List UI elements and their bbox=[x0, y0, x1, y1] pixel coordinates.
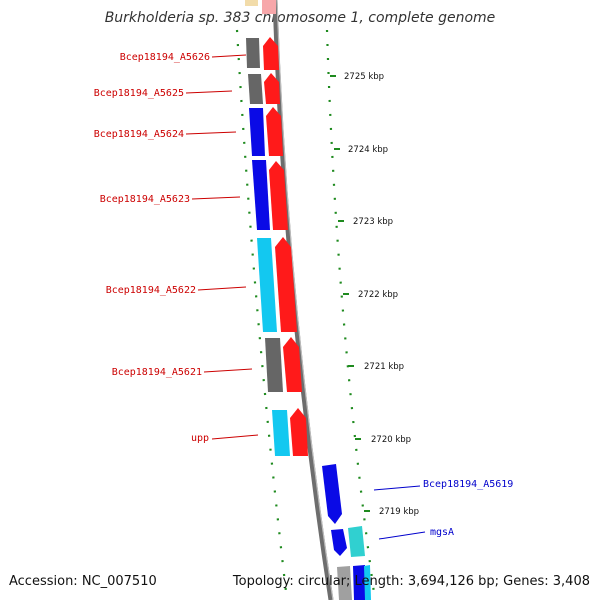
scale-tick: 2724 kbp bbox=[334, 145, 388, 155]
gene-A5623-arrow bbox=[269, 161, 288, 230]
accession-text: Accession: NC_007510 bbox=[9, 574, 157, 589]
gene-label[interactable]: Bcep18194_A5622 bbox=[106, 285, 247, 296]
gene-label-text: Bcep18194_A5623 bbox=[100, 194, 190, 205]
gene-label[interactable]: Bcep18194_A5624 bbox=[94, 129, 237, 140]
gene-mgsA-blue bbox=[331, 529, 347, 556]
scale-tick: 2722 kbp bbox=[343, 290, 398, 300]
gene-label-text: Bcep18194_A5624 bbox=[94, 129, 184, 140]
gene-label-text: Bcep18194_A5625 bbox=[94, 88, 184, 99]
gene-A5624-forward bbox=[249, 108, 265, 156]
gene-label[interactable]: upp bbox=[191, 433, 259, 444]
gene-label[interactable]: Bcep18194_A5625 bbox=[94, 88, 233, 99]
gene-A5619 bbox=[322, 464, 342, 524]
gene-label-text: Bcep18194_A5621 bbox=[112, 367, 202, 378]
gene-A5621-arrow bbox=[283, 337, 302, 392]
scale-tick-label: 2723 kbp bbox=[353, 217, 393, 227]
scale-tick: 2720 kbp bbox=[355, 435, 411, 445]
summary-text: Topology: circular; Length: 3,694,126 bp… bbox=[232, 574, 590, 589]
gene-A5624-arrow bbox=[266, 107, 283, 156]
gene-A5623-forward bbox=[252, 160, 270, 230]
gene-A5626-arrow bbox=[263, 37, 279, 70]
gene-label-text: upp bbox=[191, 433, 209, 444]
scale-tick-label: 2719 kbp bbox=[379, 507, 419, 517]
gene-A5621-forward bbox=[265, 338, 283, 392]
gene-bottom-cyan bbox=[364, 565, 371, 600]
scale-tick-label: 2724 kbp bbox=[348, 145, 388, 155]
gene-A5626-forward bbox=[246, 38, 260, 68]
gene-bottom-gray bbox=[337, 566, 352, 600]
gene-label[interactable]: Bcep18194_A5619 bbox=[373, 479, 513, 491]
scale-tick-label: 2725 kbp bbox=[344, 72, 384, 82]
gene-upp-arrow bbox=[290, 408, 308, 456]
scale-tick: 2721 kbp bbox=[348, 362, 404, 372]
scale-tick: 2725 kbp bbox=[330, 72, 384, 82]
gene-label[interactable]: Bcep18194_A5621 bbox=[112, 367, 253, 378]
gene-upp-forward bbox=[272, 410, 290, 456]
backbone-highlight bbox=[276, 0, 334, 600]
scale-tick-label: 2722 kbp bbox=[358, 290, 398, 300]
map-title: Burkholderia sp. 383 chromosome 1, compl… bbox=[104, 10, 496, 26]
gene-label-text: mgsA bbox=[430, 527, 454, 538]
scale-tick-label: 2720 kbp bbox=[371, 435, 411, 445]
gene-label[interactable]: Bcep18194_A5626 bbox=[120, 52, 247, 63]
gene-label-text: Bcep18194_A5622 bbox=[106, 285, 196, 296]
gene-label[interactable]: mgsA bbox=[378, 527, 454, 540]
gene-partial-top-red bbox=[262, 0, 276, 14]
gene-partial-top-gray bbox=[245, 0, 258, 6]
gene-bottom-blue bbox=[353, 565, 366, 600]
gene-A5625-arrow bbox=[264, 73, 280, 104]
gene-A5622-arrow bbox=[275, 237, 297, 332]
gene-label-text: Bcep18194_A5619 bbox=[423, 479, 513, 490]
gene-A5622-forward bbox=[257, 238, 277, 332]
gene-A5625-forward bbox=[248, 74, 263, 104]
gene-label-text: Bcep18194_A5626 bbox=[120, 52, 210, 63]
gene-label[interactable]: Bcep18194_A5623 bbox=[100, 194, 241, 205]
scale-tick: 2719 kbp bbox=[364, 507, 419, 517]
gene-mgsA-teal bbox=[348, 526, 365, 557]
scale-tick-label: 2721 kbp bbox=[364, 362, 404, 372]
scale-tick: 2723 kbp bbox=[338, 217, 393, 227]
